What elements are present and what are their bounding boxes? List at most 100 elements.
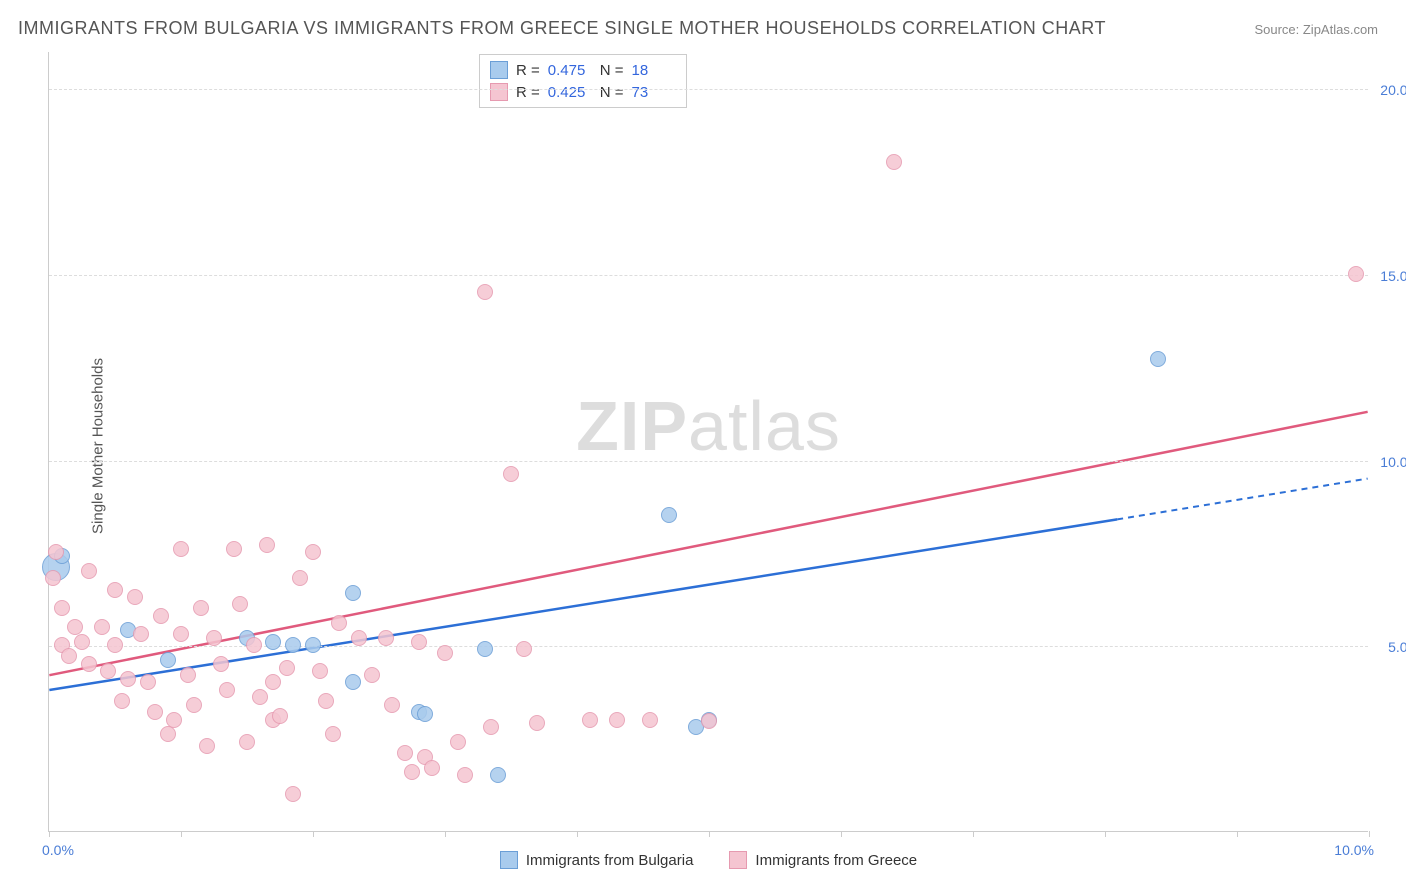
data-point — [490, 767, 506, 783]
x-tick — [49, 831, 50, 837]
data-point — [437, 645, 453, 661]
data-point — [318, 693, 334, 709]
n-label: N = — [600, 84, 624, 101]
data-point — [199, 738, 215, 754]
x-tick — [313, 831, 314, 837]
data-point — [477, 284, 493, 300]
legend-item: Immigrants from Bulgaria — [500, 851, 694, 869]
x-tick — [577, 831, 578, 837]
data-point — [153, 608, 169, 624]
data-point — [232, 596, 248, 612]
data-point — [457, 767, 473, 783]
data-point — [173, 626, 189, 642]
r-label: R = — [516, 62, 540, 79]
stats-row: R = 0.475 N = 18 — [490, 59, 676, 81]
watermark: ZIPatlas — [576, 386, 841, 466]
plot-area: ZIPatlas R =0.475N =18R =0.425N =73 Immi… — [48, 52, 1368, 832]
y-tick-label: 15.0% — [1380, 268, 1406, 284]
legend-item: Immigrants from Greece — [729, 851, 917, 869]
data-point — [54, 600, 70, 616]
legend-swatch — [729, 851, 747, 869]
data-point — [305, 544, 321, 560]
data-point — [265, 634, 281, 650]
data-point — [582, 712, 598, 728]
data-point — [160, 726, 176, 742]
x-tick — [445, 831, 446, 837]
r-value: 0.425 — [548, 84, 592, 101]
data-point — [483, 719, 499, 735]
data-point — [661, 507, 677, 523]
data-point — [133, 626, 149, 642]
data-point — [246, 637, 262, 653]
data-point — [450, 734, 466, 750]
data-point — [886, 154, 902, 170]
n-label: N = — [600, 62, 624, 79]
x-tick-max: 10.0% — [1334, 842, 1374, 858]
data-point — [67, 619, 83, 635]
data-point — [378, 630, 394, 646]
data-point — [107, 582, 123, 598]
x-tick — [841, 831, 842, 837]
x-tick — [1237, 831, 1238, 837]
data-point — [1348, 266, 1364, 282]
data-point — [206, 630, 222, 646]
x-tick — [973, 831, 974, 837]
data-point — [609, 712, 625, 728]
n-value: 18 — [632, 62, 676, 79]
data-point — [107, 637, 123, 653]
gridline: 10.0% — [49, 461, 1368, 462]
data-point — [45, 570, 61, 586]
data-point — [100, 663, 116, 679]
data-point — [81, 563, 97, 579]
data-point — [186, 697, 202, 713]
data-point — [397, 745, 413, 761]
y-tick-label: 20.0% — [1380, 82, 1406, 98]
data-point — [48, 544, 64, 560]
r-label: R = — [516, 84, 540, 101]
data-point — [331, 615, 347, 631]
data-point — [180, 667, 196, 683]
data-point — [285, 637, 301, 653]
legend-label: Immigrants from Greece — [755, 852, 917, 869]
data-point — [259, 537, 275, 553]
gridline: 20.0% — [49, 89, 1368, 90]
y-tick-label: 10.0% — [1380, 454, 1406, 470]
legend-swatch — [490, 83, 508, 101]
chart-container: IMMIGRANTS FROM BULGARIA VS IMMIGRANTS F… — [0, 0, 1406, 892]
data-point — [384, 697, 400, 713]
r-value: 0.475 — [548, 62, 592, 79]
data-point — [417, 706, 433, 722]
data-point — [74, 634, 90, 650]
data-point — [642, 712, 658, 728]
y-tick-label: 5.0% — [1388, 639, 1406, 655]
data-point — [252, 689, 268, 705]
data-point — [272, 708, 288, 724]
x-tick-min: 0.0% — [42, 842, 74, 858]
data-point — [279, 660, 295, 676]
x-tick — [181, 831, 182, 837]
data-point — [140, 674, 156, 690]
data-point — [61, 648, 77, 664]
legend-swatch — [490, 61, 508, 79]
data-point — [147, 704, 163, 720]
data-point — [404, 764, 420, 780]
legend-swatch — [500, 851, 518, 869]
x-tick — [1369, 831, 1370, 837]
n-value: 73 — [632, 84, 676, 101]
data-point — [312, 663, 328, 679]
data-point — [127, 589, 143, 605]
x-tick — [1105, 831, 1106, 837]
gridline: 15.0% — [49, 275, 1368, 276]
data-point — [503, 466, 519, 482]
data-point — [226, 541, 242, 557]
data-point — [424, 760, 440, 776]
data-point — [345, 585, 361, 601]
data-point — [1150, 351, 1166, 367]
data-point — [529, 715, 545, 731]
source-attribution: Source: ZipAtlas.com — [1254, 22, 1378, 37]
data-point — [114, 693, 130, 709]
data-point — [81, 656, 97, 672]
data-point — [516, 641, 532, 657]
data-point — [160, 652, 176, 668]
data-point — [477, 641, 493, 657]
